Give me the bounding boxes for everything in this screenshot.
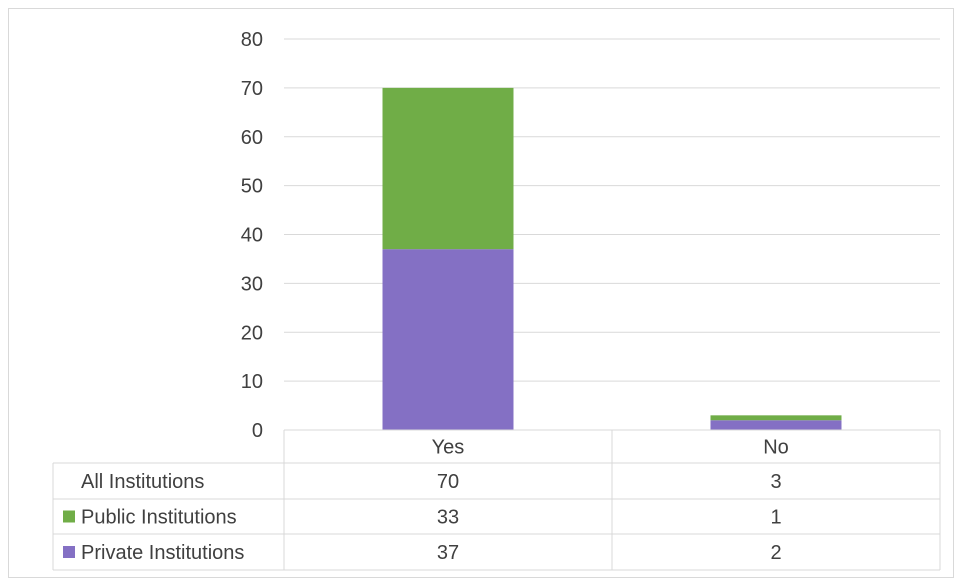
x-category-label: No [763, 437, 789, 459]
table-row-label: All Institutions [81, 471, 204, 493]
y-tick-label: 60 [241, 127, 263, 149]
table-cell-value: 70 [437, 471, 459, 493]
legend-key-public-institutions [63, 510, 75, 523]
y-tick-label: 70 [241, 78, 263, 100]
bar-yes-public-institutions [382, 87, 514, 250]
chart-frame: 0 10 20 30 40 50 60 70 80 Yes No All Institutions 7… [8, 8, 954, 578]
gridlines [284, 38, 940, 382]
table-cell-value: 3 [770, 471, 781, 493]
y-tick-label: 80 [241, 29, 263, 51]
bar-yes-private-institutions [382, 249, 514, 430]
x-category-label: Yes [432, 437, 465, 459]
y-tick-label: 30 [241, 273, 263, 295]
table-cell-value: 33 [437, 507, 459, 529]
table-row-label: Private Institutions [81, 542, 244, 564]
y-axis-tick-labels: 0 10 20 30 40 50 60 70 80 [241, 29, 263, 442]
table-cell-value: 1 [770, 507, 781, 529]
bars [382, 87, 842, 430]
y-tick-label: 0 [252, 420, 263, 442]
legend-key-private-institutions [63, 546, 75, 558]
stacked-bar-chart: 0 10 20 30 40 50 60 70 80 Yes No All Institutions 7… [52, 29, 941, 571]
y-tick-label: 40 [241, 225, 263, 247]
y-tick-label: 10 [241, 371, 263, 393]
bar-no-private-institutions [710, 420, 842, 430]
table-cell-value: 2 [770, 542, 781, 564]
data-table: Yes No All Institutions 70 3 Public Instituti… [52, 429, 941, 571]
bar-no-public-institutions [710, 415, 842, 421]
table-cell-value: 37 [437, 542, 459, 564]
y-tick-label: 50 [241, 176, 263, 198]
y-tick-label: 20 [241, 322, 263, 344]
table-row-label: Public Institutions [81, 507, 237, 529]
